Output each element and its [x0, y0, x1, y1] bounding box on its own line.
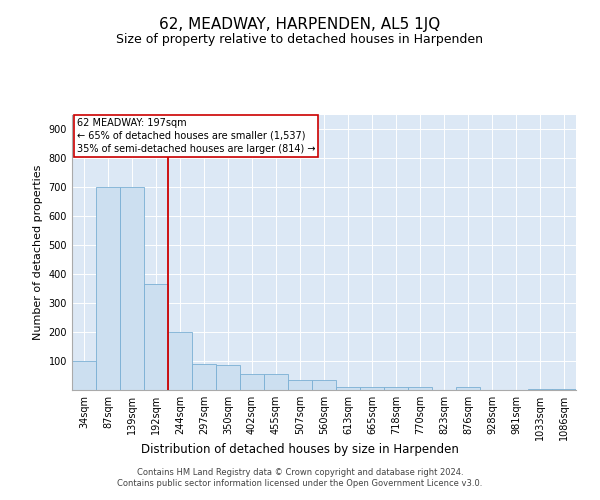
Y-axis label: Number of detached properties: Number of detached properties [33, 165, 43, 340]
Bar [120, 188, 144, 390]
Bar [144, 284, 168, 390]
Bar [168, 332, 192, 390]
Text: 62 MEADWAY: 197sqm
← 65% of detached houses are smaller (1,537)
35% of semi-deta: 62 MEADWAY: 197sqm ← 65% of detached hou… [77, 118, 316, 154]
Bar [216, 366, 240, 390]
Bar [312, 380, 336, 390]
Bar [552, 388, 576, 390]
Bar [408, 387, 432, 390]
Text: 62, MEADWAY, HARPENDEN, AL5 1JQ: 62, MEADWAY, HARPENDEN, AL5 1JQ [160, 18, 440, 32]
Text: Contains HM Land Registry data © Crown copyright and database right 2024.
Contai: Contains HM Land Registry data © Crown c… [118, 468, 482, 487]
Bar [456, 387, 480, 390]
Bar [360, 387, 384, 390]
Bar [264, 374, 288, 390]
Bar [528, 388, 552, 390]
Text: Size of property relative to detached houses in Harpenden: Size of property relative to detached ho… [116, 32, 484, 46]
Bar [96, 188, 120, 390]
Text: Distribution of detached houses by size in Harpenden: Distribution of detached houses by size … [141, 442, 459, 456]
Bar [384, 387, 408, 390]
Bar [288, 380, 312, 390]
Bar [336, 387, 360, 390]
Bar [72, 361, 96, 390]
Bar [192, 364, 216, 390]
Bar [240, 374, 264, 390]
